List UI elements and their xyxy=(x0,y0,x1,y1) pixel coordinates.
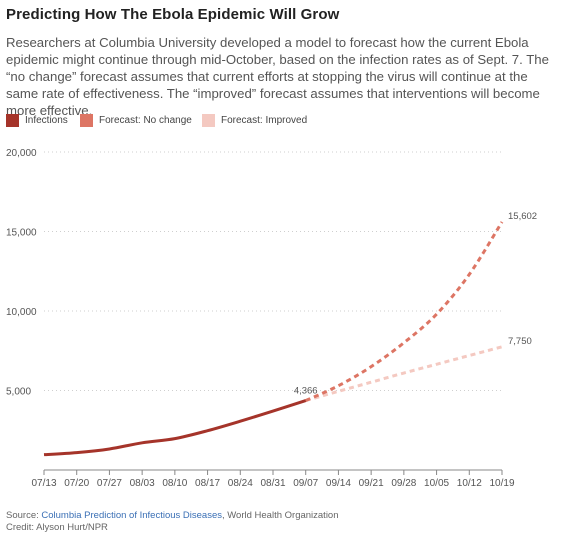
x-tick-label: 08/24 xyxy=(228,478,253,489)
x-tick-label: 07/20 xyxy=(64,478,89,489)
legend-item-forecast-improved: Forecast: Improved xyxy=(202,114,307,127)
data-label: 7,750 xyxy=(508,336,532,347)
source-suffix: , World Health Organization xyxy=(221,510,339,521)
source-link[interactable]: Columbia Prediction of Infectious Diseas… xyxy=(41,510,222,521)
series-line-infections xyxy=(43,399,307,457)
data-label: 15,602 xyxy=(508,211,537,222)
x-tick-label: 07/27 xyxy=(97,478,122,489)
x-tick-label: 09/14 xyxy=(326,478,351,489)
x-tick-label: 08/10 xyxy=(162,478,187,489)
x-tick-label: 09/28 xyxy=(391,478,416,489)
legend-label-forecast-no-change: Forecast: No change xyxy=(99,115,192,126)
legend-label-infections: Infections xyxy=(25,115,68,126)
x-tick-label: 08/31 xyxy=(260,478,285,489)
y-tick-label: 10,000 xyxy=(6,307,37,318)
legend-swatch-forecast-no-change xyxy=(80,114,93,127)
x-tick-label: 08/03 xyxy=(130,478,155,489)
y-tick-label: 5,000 xyxy=(6,387,31,398)
source-line: Source: Columbia Prediction of Infectiou… xyxy=(6,510,339,522)
series-line-forecast-improved xyxy=(305,345,503,403)
x-tick-label: 10/19 xyxy=(489,478,514,489)
source-prefix: Source: xyxy=(6,510,42,521)
legend-swatch-infections xyxy=(6,114,19,127)
chart-footer: Source: Columbia Prediction of Infectiou… xyxy=(6,510,339,534)
legend-label-forecast-improved: Forecast: Improved xyxy=(221,115,308,126)
y-tick-label: 15,000 xyxy=(6,228,37,239)
x-tick-label: 07/13 xyxy=(31,478,56,489)
legend-item-forecast-no-change: Forecast: No change xyxy=(80,114,192,127)
legend-item-infections: Infections xyxy=(6,114,68,127)
x-tick-label: 08/17 xyxy=(195,478,220,489)
legend-swatch-forecast-improved xyxy=(202,114,215,127)
x-tick-label: 10/12 xyxy=(457,478,482,489)
credit-line: Credit: Alyson Hurt/NPR xyxy=(6,522,108,533)
x-tick-label: 09/21 xyxy=(359,478,384,489)
x-tick-label: 09/07 xyxy=(293,478,318,489)
series-line-forecast-no-change xyxy=(305,221,504,402)
data-label: 4,366 xyxy=(294,386,318,397)
chart-subtitle: Researchers at Columbia University devel… xyxy=(6,35,549,118)
y-tick-label: 20,000 xyxy=(6,148,37,159)
x-tick-label: 10/05 xyxy=(424,478,449,489)
page-title: Predicting How The Ebola Epidemic Will G… xyxy=(6,6,340,23)
